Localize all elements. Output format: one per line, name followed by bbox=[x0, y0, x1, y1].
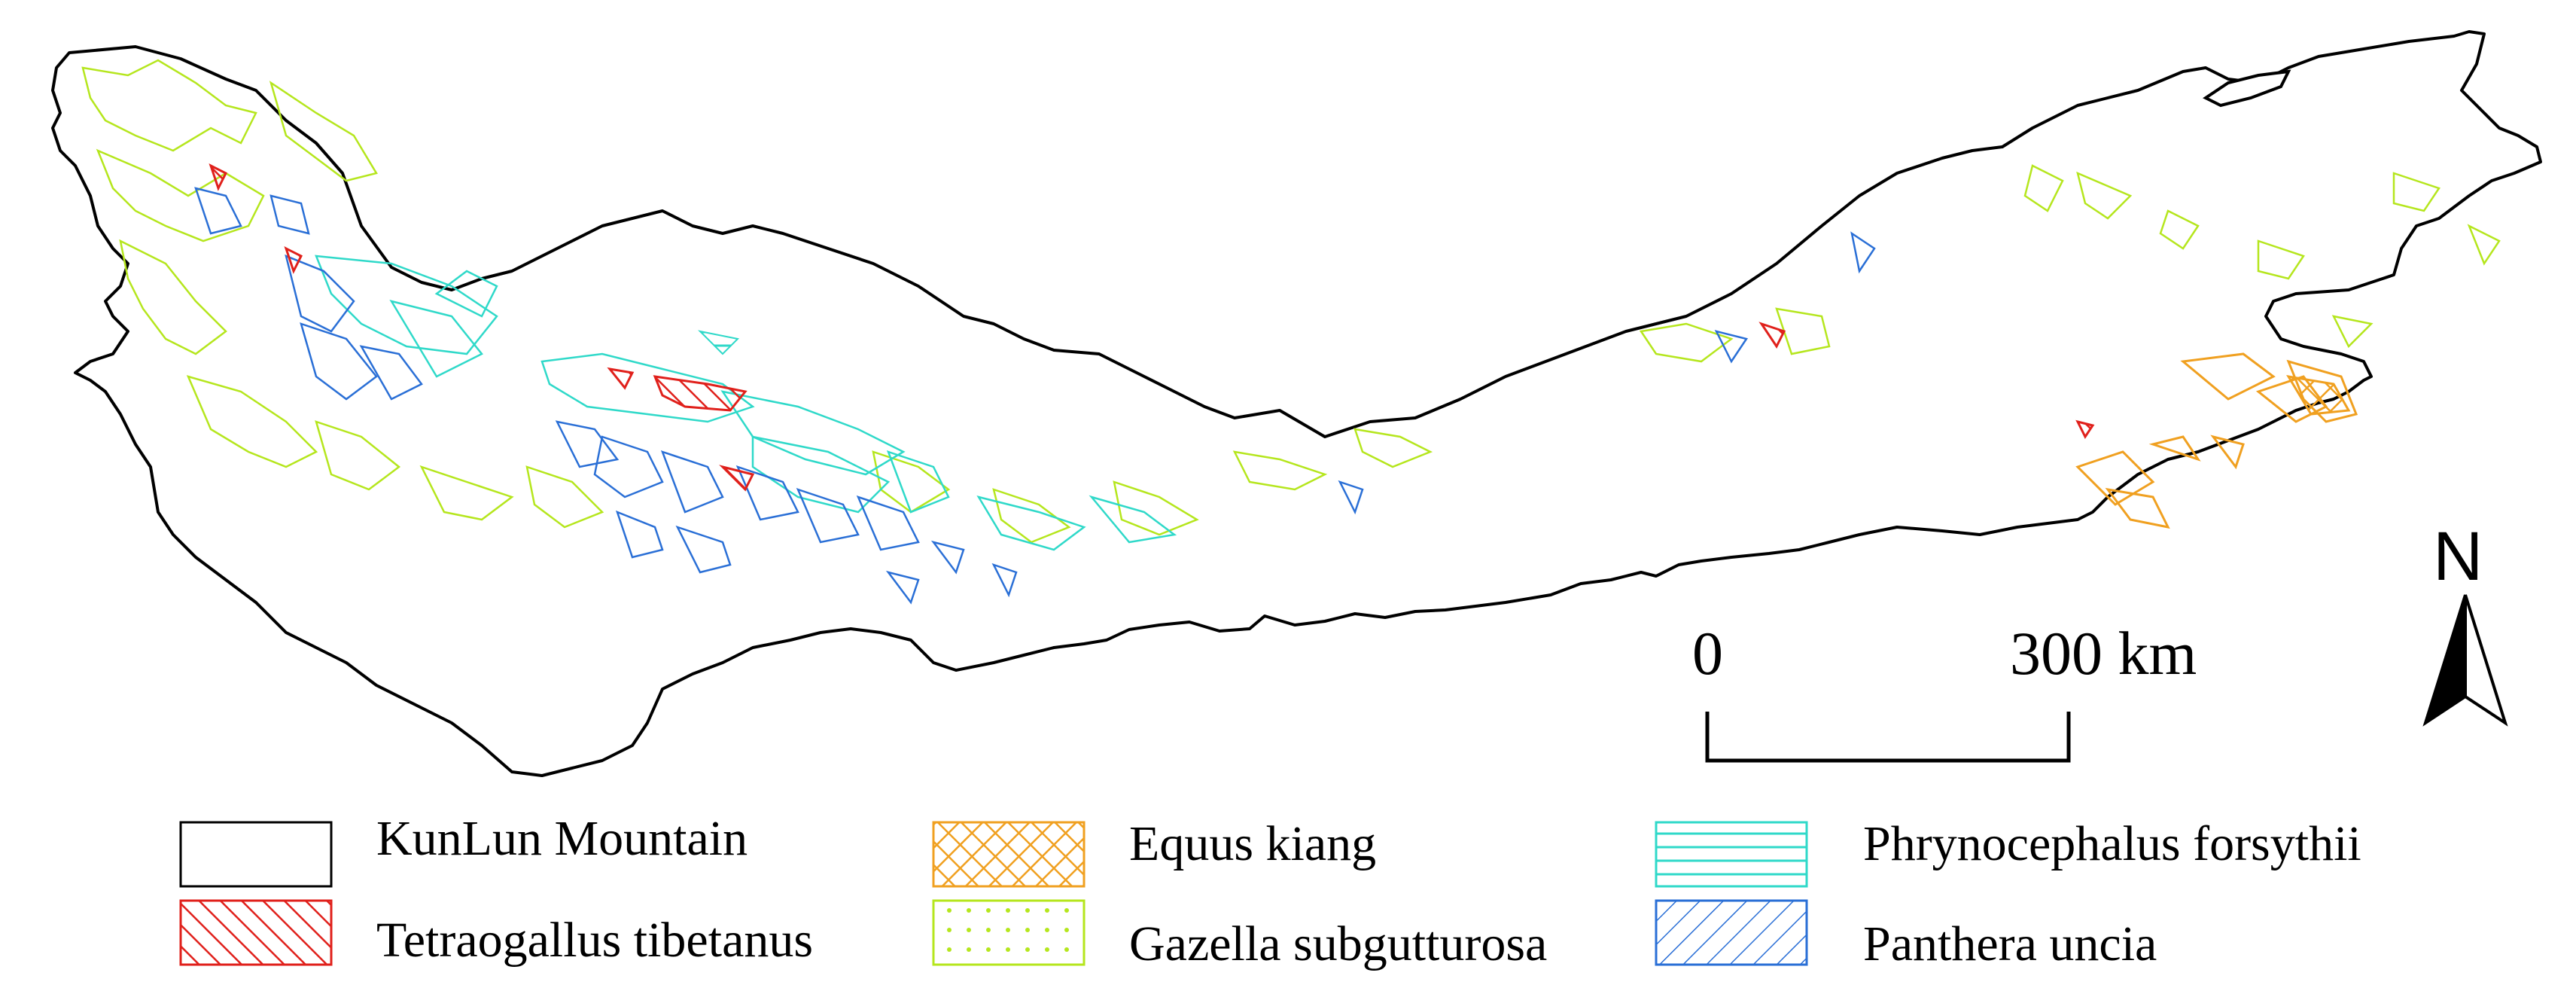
legend-swatch-panthera bbox=[1655, 899, 1808, 966]
legend-label-phrynocephalus: Phrynocephalus forsythii bbox=[1863, 816, 2361, 871]
legend-item-tetraogallus: Tetraogallus tibetanus bbox=[179, 899, 813, 968]
legend-swatch-gazella bbox=[932, 899, 1086, 966]
legend-swatch-phrynocephalus bbox=[1655, 821, 1808, 888]
legend-item-panthera: Panthera uncia bbox=[1655, 899, 2157, 971]
legend-item-equus: Equus kiang bbox=[932, 816, 1376, 888]
legend-label-equus: Equus kiang bbox=[1129, 816, 1376, 871]
phrynocephalus-range bbox=[315, 255, 1177, 551]
legend-label-panthera: Panthera uncia bbox=[1863, 916, 2157, 971]
legend-swatch-tetraogallus bbox=[179, 899, 333, 966]
north-arrow-label: N bbox=[2433, 518, 2483, 595]
equus-range-hatched bbox=[2286, 374, 2351, 416]
legend-label-kunlun: KunLun Mountain bbox=[376, 811, 748, 866]
lake-outline bbox=[2203, 69, 2291, 108]
tetraogallus-range bbox=[209, 163, 2095, 492]
legend-item-phrynocephalus: Phrynocephalus forsythii bbox=[1655, 816, 2361, 888]
legend-label-gazella: Gazella subgutturosa bbox=[1129, 916, 1547, 971]
legend-item-kunlun: KunLun Mountain bbox=[179, 811, 748, 888]
legend-swatch-equus bbox=[932, 821, 1086, 888]
phrynocephalus-range-hatched bbox=[697, 330, 740, 355]
legend-swatch-kunlun bbox=[179, 821, 333, 888]
kunlun-boundary bbox=[51, 30, 2542, 777]
scale-bar-end-label: 300 km bbox=[2010, 619, 2197, 688]
scale-bar-start-label: 0 bbox=[1692, 619, 1723, 688]
legend: KunLun Mountain Tetraogallus tibetanus E… bbox=[179, 811, 2361, 971]
scale-bar: 0 300 km bbox=[1692, 619, 2197, 763]
north-arrow-icon: N bbox=[2422, 518, 2508, 727]
gazella-range bbox=[81, 59, 2501, 544]
species-distribution-layer bbox=[81, 59, 2501, 605]
legend-label-tetraogallus: Tetraogallus tibetanus bbox=[376, 913, 813, 968]
panthera-range bbox=[194, 187, 1876, 605]
legend-item-gazella: Gazella subgutturosa bbox=[932, 899, 1547, 971]
